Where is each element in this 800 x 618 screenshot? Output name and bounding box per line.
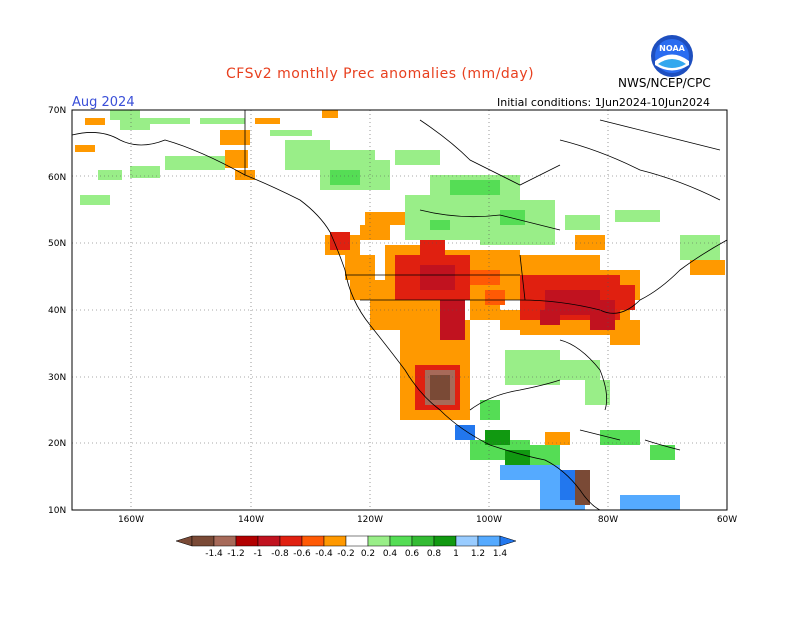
colorbar: -1.4 -1.2 -1 -0.8 -0.6 -0.4 -0.2 0.2 0.4 0.6 0.8 1 1… [175, 535, 517, 559]
lon-label: 140W [238, 515, 264, 525]
colorbar-tick-label: 0.4 [383, 549, 398, 559]
colorbar-arrow-high [499, 535, 517, 547]
map-frame [71, 109, 728, 511]
colorbar-tick-label: 1 [453, 549, 459, 559]
lon-label: 80W [598, 515, 618, 525]
colorbar-swatch [257, 535, 281, 547]
lat-label: 70N [48, 106, 66, 116]
agency-label: NWS/NCEP/CPC [618, 76, 711, 90]
colorbar-swatch [433, 535, 457, 547]
colorbar-swatch [235, 535, 259, 547]
lon-label: 120W [357, 515, 383, 525]
colorbar-swatch [455, 535, 479, 547]
forecast-month: Aug 2024 [72, 95, 135, 110]
svg-text:NOAA: NOAA [659, 44, 685, 53]
lat-label: 40N [48, 306, 66, 316]
colorbar-swatch [345, 535, 369, 547]
colorbar-tick-label: -0.8 [271, 549, 289, 559]
lat-lon-grid [72, 110, 727, 510]
colorbar-swatch [323, 535, 347, 547]
colorbar-tick-label: 0.6 [405, 549, 420, 559]
lat-labels: 70N 60N 50N 40N 30N 20N 10N [48, 106, 66, 516]
colorbar-tick-label: 1.2 [471, 549, 485, 559]
lon-labels: 160W 140W 120W 100W 80W 60W [118, 515, 737, 525]
lon-label: 60W [717, 515, 737, 525]
colorbar-tick-label: -0.6 [293, 549, 311, 559]
colorbar-swatch [389, 535, 413, 547]
lat-label: 30N [48, 373, 66, 383]
colorbar-tick-label: -1 [254, 549, 263, 559]
colorbar-tick-label: 0.2 [361, 549, 375, 559]
colorbar-swatch [213, 535, 237, 547]
colorbar-tick-label: -0.2 [337, 549, 355, 559]
colorbar-tick-label: -0.4 [315, 549, 333, 559]
colorbar-swatch [279, 535, 303, 547]
colorbar-swatch [411, 535, 435, 547]
colorbar-tick-label: -1.4 [205, 549, 223, 559]
colorbar-tick-label: 0.8 [427, 549, 442, 559]
colorbar-swatch [367, 535, 391, 547]
noaa-logo-icon: NOAA [651, 35, 693, 77]
chart-title: CFSv2 monthly Prec anomalies (mm/day) [226, 66, 535, 82]
lat-label: 60N [48, 173, 66, 183]
coastlines [71, 110, 728, 511]
lat-label: 50N [48, 239, 66, 249]
colorbar-tick-label: -1.2 [227, 549, 245, 559]
colorbar-swatch [191, 535, 215, 547]
colorbar-swatch [477, 535, 501, 547]
lat-label: 20N [48, 439, 66, 449]
colorbar-arrow-low [175, 535, 193, 547]
initial-conditions: Initial conditions: 1Jun2024-10Jun2024 [497, 96, 711, 109]
lat-label: 10N [48, 506, 66, 516]
lon-label: 100W [476, 515, 502, 525]
colorbar-tick-label: 1.4 [493, 549, 508, 559]
lon-label: 160W [118, 515, 144, 525]
colorbar-swatch [301, 535, 325, 547]
